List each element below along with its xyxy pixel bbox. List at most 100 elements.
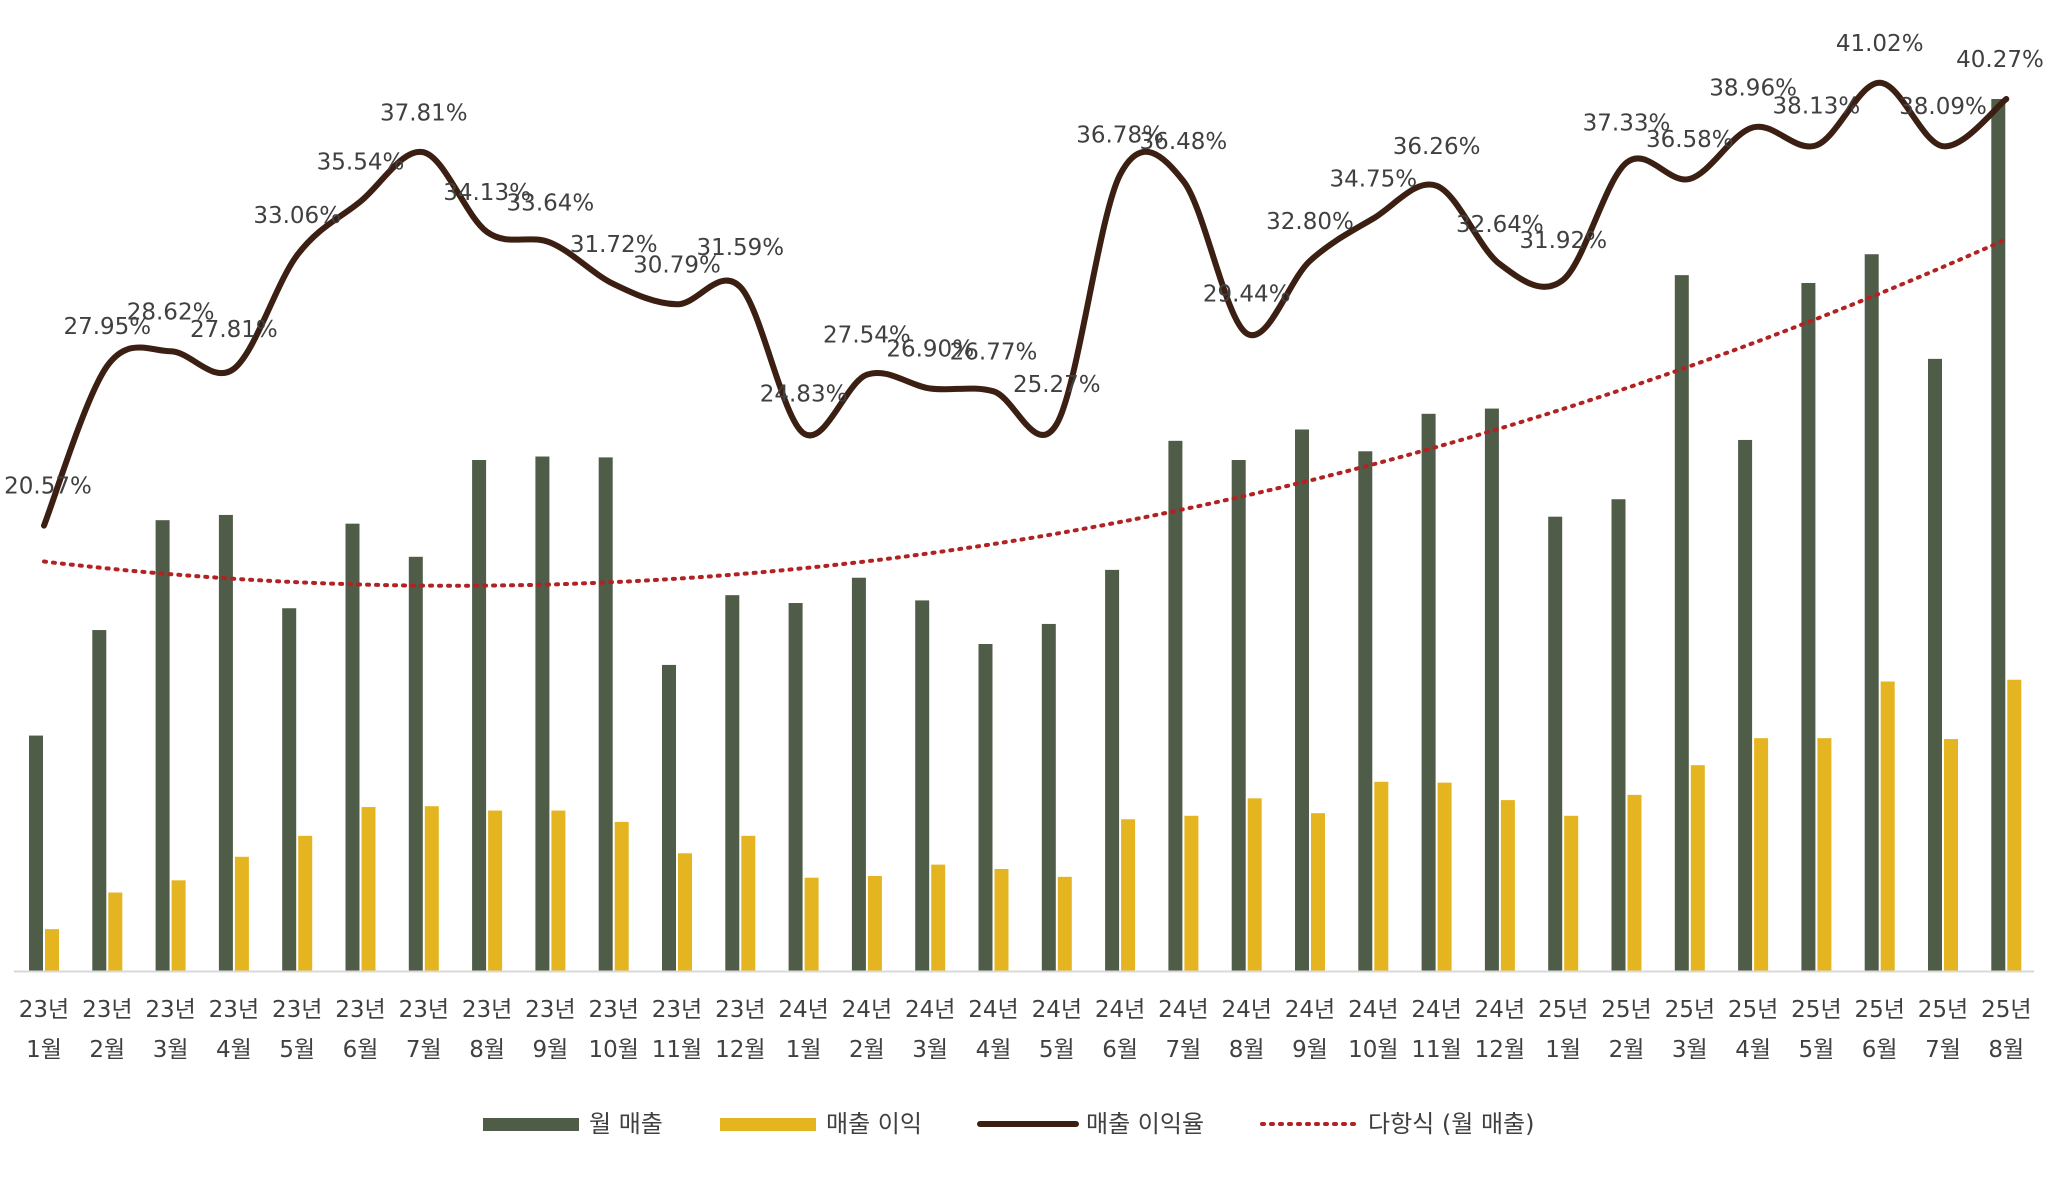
x-tick-label: 24년 3월 bbox=[905, 997, 955, 1063]
legend-item-trendline: 다항식 (월 매출) bbox=[1260, 1110, 1534, 1138]
bar-sales-profit bbox=[994, 868, 1009, 971]
x-tick-label: 23년 11월 bbox=[652, 997, 702, 1063]
line-sales-margin-rate bbox=[41, 79, 2010, 529]
bar-sales-profit bbox=[1944, 739, 1958, 971]
bar-monthly-sales bbox=[282, 608, 297, 971]
x-tick-label: 23년 9월 bbox=[525, 997, 575, 1063]
data-label-margin-rate: 27.54% bbox=[823, 323, 911, 349]
bar-sales-profit bbox=[1564, 815, 1579, 971]
bar-sales-profit bbox=[1374, 781, 1389, 971]
x-tick-label: 25년 2월 bbox=[1601, 997, 1651, 1063]
data-label-margin-rate: 29.44% bbox=[1203, 282, 1291, 308]
bar-sales-profit bbox=[1880, 681, 1895, 971]
x-tick-label: 24년 12월 bbox=[1475, 997, 1525, 1063]
x-tick-label: 25년 1월 bbox=[1538, 997, 1588, 1063]
bar-sales-profit bbox=[804, 877, 819, 971]
bar-sales-profit bbox=[1057, 876, 1072, 971]
trendline-monthly-sales bbox=[42, 237, 2009, 588]
legend: 월 매출 매출 이익 매출 이익율 다항식 (월 매출) bbox=[483, 1110, 1534, 1138]
x-tick-label: 25년 4월 bbox=[1728, 997, 1778, 1063]
x-tick-label: 24년 9월 bbox=[1285, 997, 1335, 1063]
x-tick-label: 23년 12월 bbox=[715, 997, 765, 1063]
bar-sales-profit bbox=[678, 853, 692, 971]
data-label-margin-rate: 27.95% bbox=[63, 314, 151, 340]
bar-monthly-sales bbox=[1484, 408, 1499, 971]
legend-item-monthly-sales: 월 매출 bbox=[483, 1110, 663, 1138]
data-label-margin-rate: 20.57% bbox=[4, 474, 92, 500]
data-label-margin-rate: 41.02% bbox=[1836, 31, 1924, 57]
bar-sales-profit bbox=[1627, 794, 1642, 971]
x-tick-label: 24년 4월 bbox=[968, 997, 1018, 1063]
bar-monthly-sales bbox=[92, 630, 107, 971]
bar-sales-profit bbox=[931, 864, 946, 971]
data-label-margin-rate: 35.54% bbox=[317, 149, 405, 175]
bar-monthly-sales bbox=[1738, 439, 1753, 971]
data-label-margin-rate: 28.62% bbox=[127, 299, 215, 325]
bar-monthly-sales bbox=[1991, 99, 2006, 971]
data-label-margin-rate: 36.78% bbox=[1076, 123, 1164, 149]
x-tick-label: 23년 7월 bbox=[399, 997, 449, 1063]
x-tick-label: 24년 1월 bbox=[778, 997, 828, 1063]
bar-sales-profit bbox=[234, 856, 249, 971]
bar-sales-profit bbox=[741, 835, 756, 971]
legend-label: 매출 이익율 bbox=[1086, 1110, 1204, 1138]
bar-monthly-sales bbox=[1041, 623, 1056, 971]
legend-label: 매출 이익 bbox=[826, 1110, 922, 1138]
bar-monthly-sales bbox=[1421, 413, 1436, 971]
bar-monthly-sales bbox=[1801, 282, 1816, 971]
data-label-margin-rate: 38.13% bbox=[1773, 93, 1861, 119]
x-tick-label: 24년 10월 bbox=[1348, 997, 1398, 1063]
bar-monthly-sales bbox=[851, 577, 866, 971]
legend-label: 월 매출 bbox=[589, 1110, 663, 1138]
legend-item-margin-rate: 매출 이익율 bbox=[977, 1110, 1204, 1138]
bar-monthly-sales bbox=[598, 457, 613, 972]
bar-sales-profit bbox=[171, 880, 186, 971]
legend-swatch bbox=[720, 1118, 816, 1131]
bar-monthly-sales bbox=[408, 556, 423, 971]
bar-monthly-sales bbox=[1295, 429, 1309, 971]
bar-monthly-sales bbox=[1105, 569, 1120, 971]
data-label-margin-rate: 36.48% bbox=[1140, 129, 1228, 155]
x-tick-label: 25년 3월 bbox=[1665, 997, 1715, 1063]
bar-monthly-sales bbox=[1548, 516, 1563, 971]
data-label-margin-rate: 38.96% bbox=[1709, 75, 1797, 101]
data-label-margin-rate: 37.81% bbox=[380, 100, 468, 126]
x-tick-label: 23년 6월 bbox=[335, 997, 385, 1063]
bar-monthly-sales bbox=[1231, 460, 1246, 971]
data-label-margin-rate: 32.80% bbox=[1266, 209, 1354, 235]
bar-monthly-sales bbox=[155, 520, 170, 971]
x-tick-label: 24년 8월 bbox=[1221, 997, 1271, 1063]
legend-item-sales-profit: 매출 이익 bbox=[720, 1110, 922, 1138]
data-label-margin-rate: 36.58% bbox=[1646, 127, 1734, 153]
x-tick-label: 25년 6월 bbox=[1854, 997, 1904, 1063]
data-label-margin-rate: 25.27% bbox=[1013, 372, 1101, 398]
bar-sales-profit bbox=[1437, 782, 1452, 971]
bar-sales-profit bbox=[361, 807, 376, 971]
bar-monthly-sales bbox=[535, 456, 550, 971]
bar-monthly-sales bbox=[1358, 451, 1373, 972]
bar-sales-profit bbox=[1311, 813, 1325, 971]
x-tick-label: 24년 6월 bbox=[1095, 997, 1145, 1063]
bar-sales-profit bbox=[424, 806, 439, 971]
data-label-margin-rate: 34.13% bbox=[443, 180, 531, 206]
bar-sales-profit bbox=[867, 875, 882, 971]
data-label-margin-rate: 26.77% bbox=[950, 339, 1038, 365]
bar-monthly-sales bbox=[1864, 254, 1879, 971]
data-label-margin-rate: 26.90% bbox=[886, 337, 974, 363]
bar-sales-profit bbox=[614, 821, 629, 971]
data-label-margin-rate: 34.75% bbox=[1329, 167, 1417, 193]
x-tick-label: 24년 5월 bbox=[1032, 997, 1082, 1063]
data-label-margin-rate: 30.79% bbox=[633, 252, 721, 278]
bar-monthly-sales bbox=[472, 460, 487, 971]
x-tick-label: 23년 10월 bbox=[588, 997, 638, 1063]
data-label-margin-rate: 31.92% bbox=[1519, 228, 1607, 254]
x-tick-label: 25년 7월 bbox=[1918, 997, 1968, 1063]
x-tick-labels: 23년 1월 23년 2월 23년 3월 23년 4월 23년 5월 23년 6월 23년 7월 23년 8월… bbox=[19, 997, 2032, 1063]
data-label-margin-rate: 31.72% bbox=[570, 232, 658, 258]
bar-monthly-sales bbox=[1168, 440, 1183, 972]
legend-label: 다항식 (월 매출) bbox=[1368, 1110, 1534, 1138]
x-tick-label: 23년 3월 bbox=[145, 997, 195, 1063]
x-tick-label: 23년 5월 bbox=[272, 997, 322, 1063]
bar-sales-profit bbox=[108, 892, 123, 971]
data-label-margin-rate: 40.27% bbox=[1956, 47, 2044, 73]
